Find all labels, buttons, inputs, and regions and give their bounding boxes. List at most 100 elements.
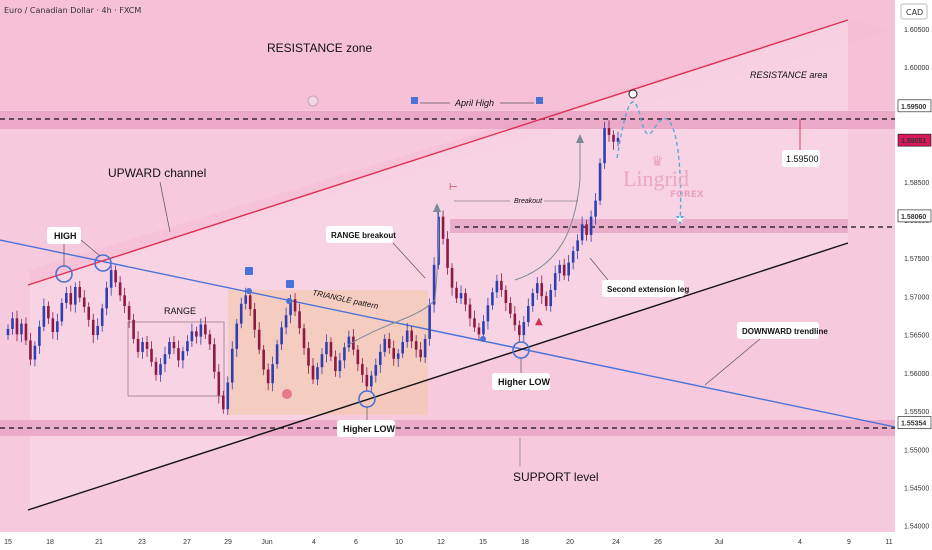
x-tick-label: 12 xyxy=(437,539,445,546)
candle-body xyxy=(132,319,135,339)
support-level-label: SUPPORT level xyxy=(513,470,599,484)
up-arrow-icon: ▲ xyxy=(535,316,543,327)
candle-body xyxy=(114,270,117,283)
y-tick-label: 1.57000 xyxy=(904,294,929,301)
candle-body xyxy=(91,319,95,336)
channel-lower-line[interactable] xyxy=(27,242,849,511)
candle-body xyxy=(455,287,458,299)
candle-body xyxy=(320,354,324,368)
candle-body xyxy=(230,348,234,383)
candle-body xyxy=(482,321,485,335)
candle-body xyxy=(20,323,23,335)
candle-body xyxy=(141,341,144,352)
candle-body xyxy=(213,344,216,372)
candle-body xyxy=(370,375,373,387)
april-high-zone xyxy=(0,111,895,129)
candle-body xyxy=(612,134,615,142)
x-tick-label: 27 xyxy=(183,539,191,546)
channel-upper-line[interactable] xyxy=(27,19,849,286)
candle-body xyxy=(387,338,391,349)
downward-trendline-pointer xyxy=(704,338,761,386)
candle-body xyxy=(159,364,162,375)
second-extension-pointer xyxy=(589,257,609,281)
downward-trendline-box xyxy=(737,322,819,339)
forecast-path xyxy=(616,101,682,223)
candle-body xyxy=(347,336,351,348)
x-tick-label: 10 xyxy=(395,539,403,546)
candle-body xyxy=(598,163,602,201)
candle-body xyxy=(186,341,189,352)
candle-body xyxy=(410,330,413,342)
april-high-label: April High xyxy=(454,98,494,108)
candle-body xyxy=(419,349,422,358)
price-tag-box xyxy=(897,133,932,147)
candle-body xyxy=(136,338,140,352)
candle-body xyxy=(356,349,360,365)
y-tick-label: 1.54500 xyxy=(904,485,929,492)
triangle-touch-1 xyxy=(246,288,252,294)
candle-body xyxy=(544,296,548,307)
target-box xyxy=(782,150,820,167)
candle-body xyxy=(352,336,355,350)
range-box xyxy=(127,321,225,397)
y-tick-label: 1.58500 xyxy=(904,180,929,187)
candle-body xyxy=(275,344,279,365)
candle-body xyxy=(168,341,171,355)
x-tick-label: 20 xyxy=(566,539,574,546)
candle-body xyxy=(500,280,503,291)
candle-body xyxy=(486,305,490,322)
candle-body xyxy=(361,364,364,375)
second-extension-label: Second extension leg xyxy=(607,285,689,294)
candle-body xyxy=(526,306,530,323)
x-tick-label: 4 xyxy=(798,539,802,546)
check-icon-left xyxy=(411,97,418,104)
candle-body xyxy=(29,340,32,360)
y-tick-label: 1.56500 xyxy=(904,333,929,340)
x-tick-label: 15 xyxy=(4,539,12,546)
range-breakout-pointer xyxy=(392,242,426,279)
x-tick-label: 6 xyxy=(354,539,358,546)
y-tick-label: 1.56000 xyxy=(904,371,929,378)
currency-box xyxy=(900,3,928,20)
higher-low-box-2 xyxy=(492,373,550,390)
candle-body xyxy=(423,338,427,358)
candle-body xyxy=(154,361,158,375)
x-tick-label: Jul xyxy=(715,539,724,546)
candle-body xyxy=(289,299,292,316)
y-tick-label: 1.55500 xyxy=(904,409,929,416)
candle-body xyxy=(33,345,37,360)
x-ticks: 15 18 21 23 27 29 Jun 4 6 10 12 15 18 20 24 26 Jul 4 9 11 xyxy=(4,539,893,546)
candle-body xyxy=(6,328,10,336)
candle-body xyxy=(378,351,382,365)
downward-trendline[interactable] xyxy=(0,239,896,428)
flag-icon: ⊢ xyxy=(449,182,458,193)
candle-body xyxy=(428,304,431,339)
candle-body xyxy=(405,330,409,342)
candle-body xyxy=(257,329,261,350)
candle-body xyxy=(105,287,108,309)
candle-body xyxy=(392,348,396,359)
x-tick-label: 18 xyxy=(521,539,529,546)
candle-body xyxy=(172,341,176,349)
candle-body xyxy=(616,137,620,142)
candle-body xyxy=(181,351,185,361)
candle-body xyxy=(325,341,328,355)
high-pointer-2 xyxy=(80,239,101,257)
candle-body xyxy=(248,295,252,310)
candle-body xyxy=(87,306,91,320)
candle-body xyxy=(221,395,225,410)
second-extension-box xyxy=(602,280,684,297)
x-tick-label: 18 xyxy=(46,539,54,546)
breakout-label: Breakout xyxy=(514,198,543,205)
candle-body xyxy=(414,341,418,350)
candle-body xyxy=(594,200,597,217)
x-tick-label: Jun xyxy=(261,539,272,546)
check-icon-right xyxy=(536,97,543,104)
price-tag-box xyxy=(897,209,932,223)
candle-body xyxy=(271,364,274,384)
forecast-arrow-head xyxy=(676,216,684,225)
candle-body xyxy=(553,273,557,291)
breakout-zone xyxy=(450,219,848,233)
candle-body xyxy=(284,315,288,328)
